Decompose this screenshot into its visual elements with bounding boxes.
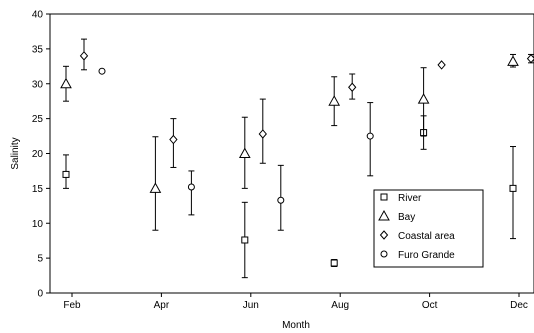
x-tick-label: Aug <box>331 300 349 311</box>
series-furo-grande <box>98 67 374 231</box>
river-point <box>62 170 70 178</box>
y-tick-label: 25 <box>32 114 44 125</box>
y-tick-label: 5 <box>37 254 43 265</box>
y-tick-label: 10 <box>32 219 44 230</box>
x-tick-label: Apr <box>154 300 170 311</box>
furo-grande-point <box>366 132 374 140</box>
y-tick-label: 40 <box>32 10 44 21</box>
y-axis-title: Salinity <box>10 137 21 169</box>
legend-marker-bay <box>378 209 390 221</box>
legend-label-river: River <box>398 193 422 204</box>
legend-box <box>373 189 484 268</box>
coastal-area-point <box>526 53 534 64</box>
y-tick-label: 0 <box>37 289 43 300</box>
coastal-area-point <box>348 82 357 92</box>
legend-label-coastal-area: Coastal area <box>398 231 455 242</box>
y-tick-label: 20 <box>32 149 44 160</box>
legend-marker-coastal-area <box>379 230 389 240</box>
river-point <box>509 184 517 192</box>
x-axis: Feb Apr Jun Aug Oct Dec <box>63 293 528 311</box>
y-tick-label: 30 <box>32 79 44 90</box>
x-tick-label: Feb <box>63 300 81 311</box>
x-tick-label: Dec <box>510 300 528 311</box>
coastal-area-point <box>169 134 178 145</box>
coastal-area-point <box>258 129 267 139</box>
furo-grande-point <box>277 196 285 204</box>
legend-label-bay: Bay <box>398 212 415 223</box>
x-tick-label: Jun <box>243 300 259 311</box>
x-tick-label: Oct <box>422 300 438 311</box>
legend: River Bay Coastal area Furo Grande <box>373 189 484 268</box>
bay-point <box>238 147 251 158</box>
furo-grande-point <box>98 67 106 75</box>
furo-grande-point <box>187 183 195 191</box>
coastal-area-point <box>79 51 89 61</box>
bay-point <box>507 55 519 66</box>
legend-marker-furo-grande <box>380 250 388 258</box>
coastal-area-point <box>437 60 446 70</box>
y-tick-label: 15 <box>32 184 44 195</box>
plot-marks <box>60 38 534 279</box>
x-axis-title: Month <box>282 320 310 331</box>
bay-point <box>149 182 162 193</box>
legend-label-furo-grande: Furo Grande <box>398 250 455 261</box>
legend-marker-river <box>380 193 388 201</box>
bay-point <box>328 95 341 106</box>
y-axis: 0 5 10 15 20 25 30 35 40 <box>32 10 50 300</box>
series-bay <box>60 53 519 231</box>
bay-point <box>417 93 430 104</box>
river-point <box>330 259 338 267</box>
series-coastal-area <box>79 38 534 168</box>
bay-point <box>60 77 72 89</box>
river-point <box>241 236 249 244</box>
y-tick-label: 35 <box>32 44 44 55</box>
